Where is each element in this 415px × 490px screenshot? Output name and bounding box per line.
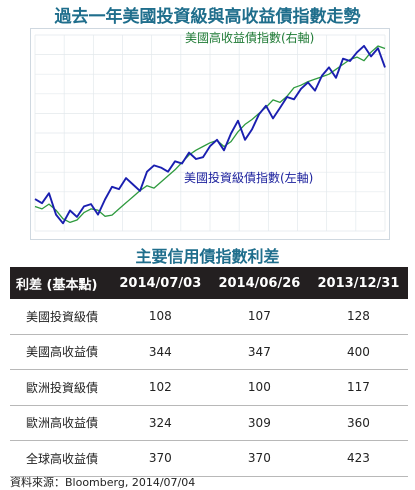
table-cell: 107 [209,299,309,335]
header-label: 利差 (基本點) [10,267,111,299]
chart-title: 過去一年美國投資級與高收益債指數走勢 [54,7,361,27]
line-chart [34,34,386,232]
table-cell: 100 [209,369,309,406]
table-cell: 423 [308,440,408,477]
table-header-row: 利差 (基本點) 2014/07/03 2014/06/26 2013/12/3… [10,267,408,299]
series-line-high-yield [34,45,386,224]
table-cell: 400 [308,334,408,370]
row-label: 歐洲高收益債 [10,405,111,441]
table-row: 美國投資級債 108 107 128 [10,299,408,335]
header-date-3: 2013/12/31 [308,267,408,299]
source-note: 資料來源：Bloomberg, 2014/07/04 [10,476,196,489]
row-label: 美國投資級債 [10,299,111,335]
table-row: 美國高收益債 344 347 400 [10,334,408,370]
table-cell: 360 [308,405,408,441]
table-row: 歐洲投資級債 102 100 117 [10,369,408,406]
row-label: 歐洲投資級債 [10,369,111,406]
table-cell: 324 [110,405,210,441]
table-title: 主要信用債指數利差 [135,247,280,266]
table-cell: 117 [308,369,408,406]
table-cell: 347 [209,334,309,370]
chart-panel [30,28,390,240]
table-cell: 370 [209,440,309,477]
table-row: 全球高收益債 370 370 423 [10,440,408,477]
table-cell: 309 [209,405,309,441]
table-cell: 102 [110,369,210,406]
header-date-1: 2014/07/03 [110,267,210,299]
spread-table: 利差 (基本點) 2014/07/03 2014/06/26 2013/12/3… [10,267,408,477]
table-cell: 128 [308,299,408,335]
table-cell: 370 [110,440,210,477]
row-label: 全球高收益債 [10,440,111,477]
table-row: 歐洲高收益債 324 309 360 [10,405,408,441]
header-date-2: 2014/06/26 [209,267,309,299]
series-line-investment-grade [34,44,386,225]
table-cell: 108 [110,299,210,335]
table-cell: 344 [110,334,210,370]
row-label: 美國高收益債 [10,334,111,370]
annotation-investment-grade: 美國投資級債指數(左軸) [184,171,314,185]
annotation-high-yield: 美國高收益債指數(右軸) [185,31,315,45]
